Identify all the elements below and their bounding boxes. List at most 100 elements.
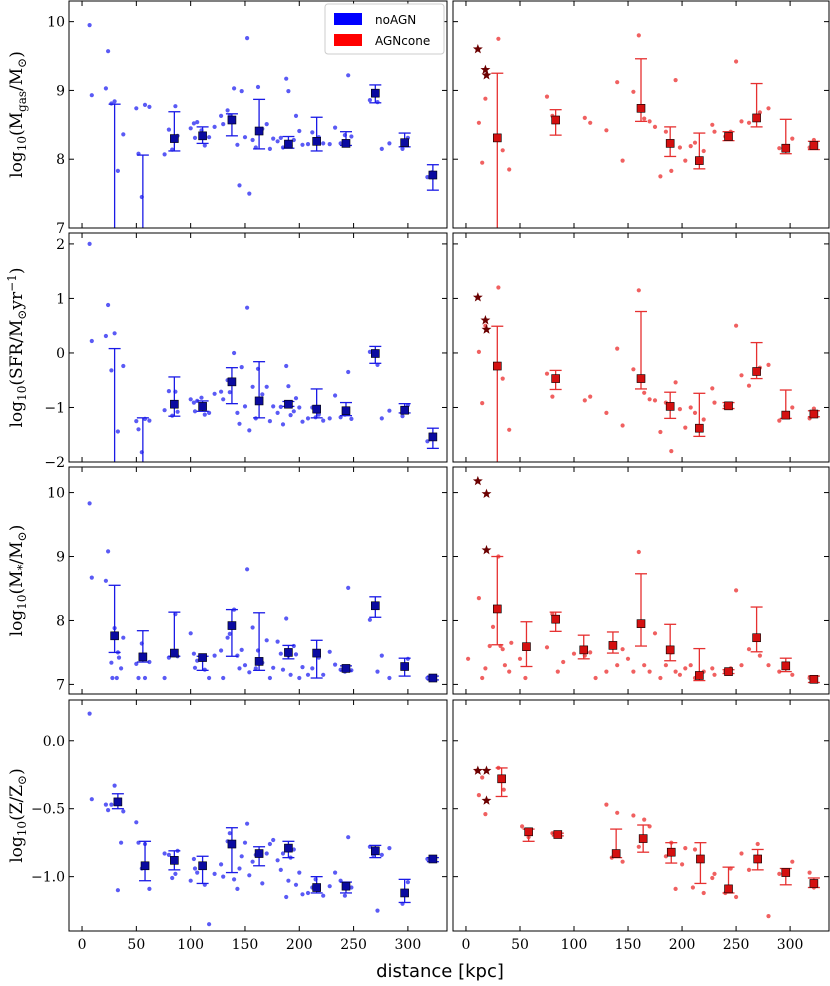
data-point [275, 639, 280, 644]
binned-median-marker [666, 847, 676, 857]
data-point [227, 390, 232, 395]
star-marker [481, 544, 492, 555]
data-point [615, 80, 620, 85]
data-point [523, 675, 528, 681]
data-point [242, 135, 248, 140]
data-point [221, 122, 226, 127]
data-point [387, 846, 392, 851]
binned-median-marker [809, 409, 819, 419]
data-point [142, 102, 148, 107]
data-point [588, 120, 593, 125]
data-point [232, 350, 237, 356]
data-point [237, 183, 242, 188]
data-point [245, 567, 250, 572]
data-point [550, 394, 555, 399]
data-point [349, 134, 354, 139]
binned-median-marker [636, 104, 646, 113]
data-point [680, 862, 685, 867]
data-point [480, 401, 485, 406]
data-point [195, 120, 200, 125]
data-point [636, 549, 641, 555]
data-point [112, 331, 117, 336]
data-point [293, 396, 299, 401]
binned-median-marker [312, 883, 321, 892]
binned-median-marker [254, 396, 264, 406]
panel-AGNcone-row-1 [452, 0, 830, 229]
data-point [520, 824, 525, 829]
panel-AGNcone-row-3 [452, 466, 830, 695]
panel-frame [452, 466, 830, 695]
panel-frame [452, 699, 830, 932]
data-point [267, 675, 272, 681]
x-tick-label: 150 [615, 937, 642, 953]
data-point [739, 663, 744, 668]
data-point [555, 669, 560, 674]
data-point [239, 365, 244, 370]
data-point [87, 241, 92, 246]
data-point [305, 142, 311, 147]
data-point [271, 665, 276, 670]
star-marker [481, 324, 492, 334]
data-point [746, 647, 752, 652]
data-point [739, 119, 744, 124]
data-point [734, 59, 739, 64]
data-point [310, 130, 315, 135]
data-point [734, 323, 739, 328]
binned-median-marker [781, 410, 791, 420]
binned-median-marker [781, 143, 791, 153]
data-point [766, 106, 771, 111]
data-point [112, 783, 117, 788]
data-point [202, 412, 207, 417]
data-point [300, 665, 305, 670]
binned-median-marker [579, 645, 589, 655]
plot-area: 7 8 9 10 log10(Mgas/M⊙) −2 −1 0 1 2 log10(SFR/M⊙yr… [5, 0, 830, 953]
data-point [620, 859, 625, 864]
panel-data [472, 33, 820, 228]
data-point [734, 588, 739, 593]
binned-median-marker [551, 115, 560, 125]
y-tick-label: −2 [44, 455, 65, 471]
data-point [188, 878, 193, 883]
data-point [291, 137, 296, 143]
data-point [300, 419, 305, 424]
data-point [483, 812, 488, 817]
data-point [121, 132, 126, 137]
data-point [683, 846, 688, 851]
panel-frame [452, 0, 830, 229]
binned-median-marker [110, 631, 119, 641]
data-point [379, 852, 384, 858]
panel-data [87, 501, 439, 683]
data-point [212, 871, 217, 877]
data-point [338, 141, 343, 146]
binned-median-marker [341, 881, 351, 891]
data-point [367, 98, 372, 103]
data-point [692, 410, 698, 415]
data-point [109, 660, 114, 665]
data-point [490, 624, 496, 630]
data-point [669, 168, 674, 173]
data-point [247, 670, 252, 675]
data-point [652, 631, 658, 636]
panel-data [472, 765, 820, 919]
data-point [593, 675, 598, 681]
data-point [620, 647, 625, 652]
data-point [379, 416, 384, 421]
star-marker [472, 475, 483, 486]
binned-median-marker [139, 474, 147, 482]
data-point [790, 672, 795, 677]
x-tick-label: 250 [723, 937, 750, 953]
data-point [275, 410, 280, 415]
binned-median-marker [341, 406, 351, 416]
binned-median-marker [611, 849, 621, 858]
data-point [89, 575, 94, 580]
data-point [134, 661, 139, 667]
data-point [219, 862, 224, 867]
binned-median-marker [492, 604, 502, 614]
data-point [790, 859, 795, 864]
binned-median-marker [608, 641, 618, 650]
data-point [109, 802, 114, 807]
data-point [658, 174, 663, 179]
binned-median-marker [752, 367, 761, 376]
data-point [271, 136, 276, 141]
